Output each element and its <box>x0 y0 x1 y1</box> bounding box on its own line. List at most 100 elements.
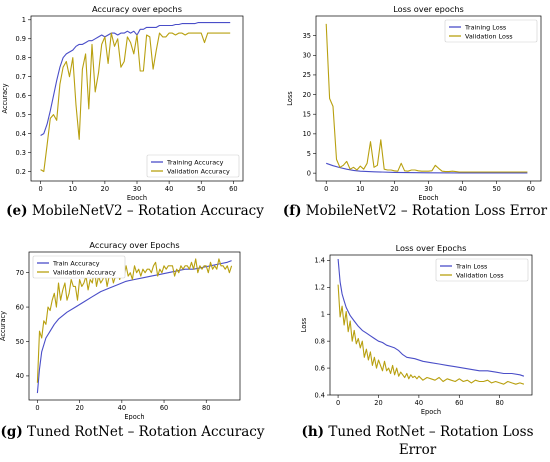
caption-f-text: MobileNetV2 – Rotation Loss Error <box>305 203 548 219</box>
y-axis-label-f: Loss <box>286 91 294 106</box>
caption-g-letter: (g) <box>0 424 23 440</box>
y-tick-label-e: 0.2 <box>16 168 27 176</box>
caption-f-letter: (f) <box>282 203 302 219</box>
x-tick-label-e: 20 <box>101 185 109 193</box>
legend-h <box>435 258 529 282</box>
x-tick-label-f: 40 <box>458 185 466 193</box>
x-axis-label-f: Epoch <box>418 194 438 200</box>
x-tick-label-f: 0 <box>324 185 328 193</box>
y-tick-label-g: 40 <box>16 372 24 380</box>
series-line-f-1 <box>325 23 528 173</box>
caption-g-text: Tuned RotNet – Rotation Accuracy <box>27 424 265 440</box>
caption-h-text2: Error <box>398 442 437 458</box>
chart-h-loss: Loss over Epochs 0 20 40 60 80 0.4 0.6 0.8 1 1.2 1.… <box>300 243 533 416</box>
y-tick-label-h: 0.4 <box>315 391 326 399</box>
y-tick-label-g: 60 <box>16 303 24 311</box>
y-tick-label-e: 1 <box>22 16 26 24</box>
series-line-h-1 <box>337 284 525 385</box>
y-tick-label-e: 0.3 <box>16 149 27 157</box>
x-tick-label-e: 10 <box>69 185 77 193</box>
series-line-g-1 <box>36 258 233 383</box>
x-tick-label-e: 40 <box>165 185 173 193</box>
series-line-g-0 <box>36 260 232 394</box>
legend-label-h-0: Train Loss <box>455 262 488 270</box>
chart-f-loss: Loss over epochs 0 10 20 30 40 50 60 0 5 10 15 20 25 3… <box>286 4 542 200</box>
y-axis-label-g: Accuracy <box>0 311 7 341</box>
x-tick-label-e: 60 <box>229 185 237 193</box>
series-line-e-1 <box>40 32 231 173</box>
y-tick-label-g: 70 <box>16 269 24 277</box>
x-tick-label-h: 20 <box>374 399 382 407</box>
x-tick-label-g: 60 <box>160 404 168 412</box>
x-tick-label-h: 60 <box>455 399 463 407</box>
plot-area-e <box>30 15 244 182</box>
legend-label-g-0: Train Accuracy <box>52 259 100 267</box>
chart-e-accuracy: Accuracy over epochs 0 10 20 30 40 50 60 0.2 0.3 0… <box>1 4 244 200</box>
chart-title-f: Loss over epochs <box>393 4 464 14</box>
y-tick-label-h: 0.6 <box>315 364 326 372</box>
x-tick-label-h: 0 <box>336 399 340 407</box>
x-tick-label-f: 60 <box>527 185 535 193</box>
legend-g <box>32 255 126 279</box>
y-axis-label-h: Loss <box>300 317 308 332</box>
y-tick-label-f: 15 <box>303 111 311 119</box>
series-line-f-0 <box>326 162 528 174</box>
x-tick-label-e: 50 <box>197 185 205 193</box>
legend-e <box>146 154 240 178</box>
y-tick-label-f: 5 <box>307 150 311 158</box>
caption-e: (e) MobileNetV2 – Rotation Accuracy <box>0 202 270 220</box>
caption-h: (h) Tuned RotNet – Rotation Loss Error <box>285 423 550 459</box>
chart-title-e: Accuracy over epochs <box>92 4 182 14</box>
caption-h-letter: (h) <box>301 424 325 440</box>
x-tick-label-h: 80 <box>495 399 503 407</box>
caption-g: (g) Tuned RotNet – Rotation Accuracy <box>0 423 265 441</box>
y-tick-label-h: 1 <box>321 311 325 319</box>
legend-label-f-1: Validation Loss <box>465 32 513 40</box>
x-tick-label-e: 30 <box>133 185 141 193</box>
chart-title-g: Accuracy over Epochs <box>89 240 179 250</box>
y-tick-label-e: 0.5 <box>16 111 27 119</box>
plot-area-f <box>315 15 542 182</box>
x-tick-label-f: 30 <box>424 185 432 193</box>
y-tick-label-e: 0.8 <box>16 54 27 62</box>
x-axis-label-g: Epoch <box>124 413 144 420</box>
y-tick-label-h: 1.4 <box>315 257 326 265</box>
legend-label-g-1: Validation Accuracy <box>53 268 116 276</box>
x-tick-label-f: 50 <box>492 185 500 193</box>
x-axis-label-h: Epoch <box>421 408 441 416</box>
caption-f: (f) MobileNetV2 – Rotation Loss Error <box>280 202 550 220</box>
y-tick-label-h: 0.8 <box>315 337 326 345</box>
x-tick-label-h: 40 <box>415 399 423 407</box>
y-tick-label-f: 10 <box>303 130 311 138</box>
y-tick-label-h: 1.2 <box>315 284 326 292</box>
y-tick-label-e: 0.7 <box>16 73 27 81</box>
x-axis-label-e: Epoch <box>127 194 147 200</box>
y-tick-label-e: 0.6 <box>16 92 27 100</box>
x-tick-label-g: 0 <box>35 404 39 412</box>
x-tick-label-e: 0 <box>39 185 43 193</box>
series-line-h-0 <box>337 258 525 377</box>
y-axis-label-e: Accuracy <box>1 83 9 113</box>
y-tick-label-f: 35 <box>303 32 311 40</box>
caption-e-text: MobileNetV2 – Rotation Accuracy <box>31 203 264 219</box>
chart-g-accuracy: Accuracy over Epochs 0 20 40 60 80 40 50 60 70 Epo… <box>0 240 241 420</box>
y-tick-label-f: 30 <box>303 52 311 60</box>
y-tick-label-f: 25 <box>303 71 311 79</box>
x-tick-label-g: 40 <box>118 404 126 412</box>
caption-e-letter: (e) <box>6 203 28 219</box>
y-tick-label-e: 0.9 <box>16 35 27 43</box>
legend-label-e-1: Validation Accuracy <box>167 167 230 175</box>
y-tick-label-f: 20 <box>303 91 311 99</box>
y-tick-label-g: 50 <box>16 338 24 346</box>
y-tick-label-f: 0 <box>307 169 311 177</box>
caption-h-text: Tuned RotNet – Rotation Loss <box>328 424 534 440</box>
x-tick-label-f: 10 <box>356 185 364 193</box>
x-tick-label-f: 20 <box>390 185 398 193</box>
legend-label-f-0: Training Loss <box>464 23 507 31</box>
legend-f <box>444 19 538 43</box>
x-tick-label-g: 20 <box>75 404 83 412</box>
x-tick-label-g: 80 <box>202 404 210 412</box>
legend-label-h-1: Validation Loss <box>456 271 504 279</box>
legend-label-e-0: Training Accuracy <box>166 158 224 166</box>
y-tick-label-e: 0.4 <box>16 130 27 138</box>
